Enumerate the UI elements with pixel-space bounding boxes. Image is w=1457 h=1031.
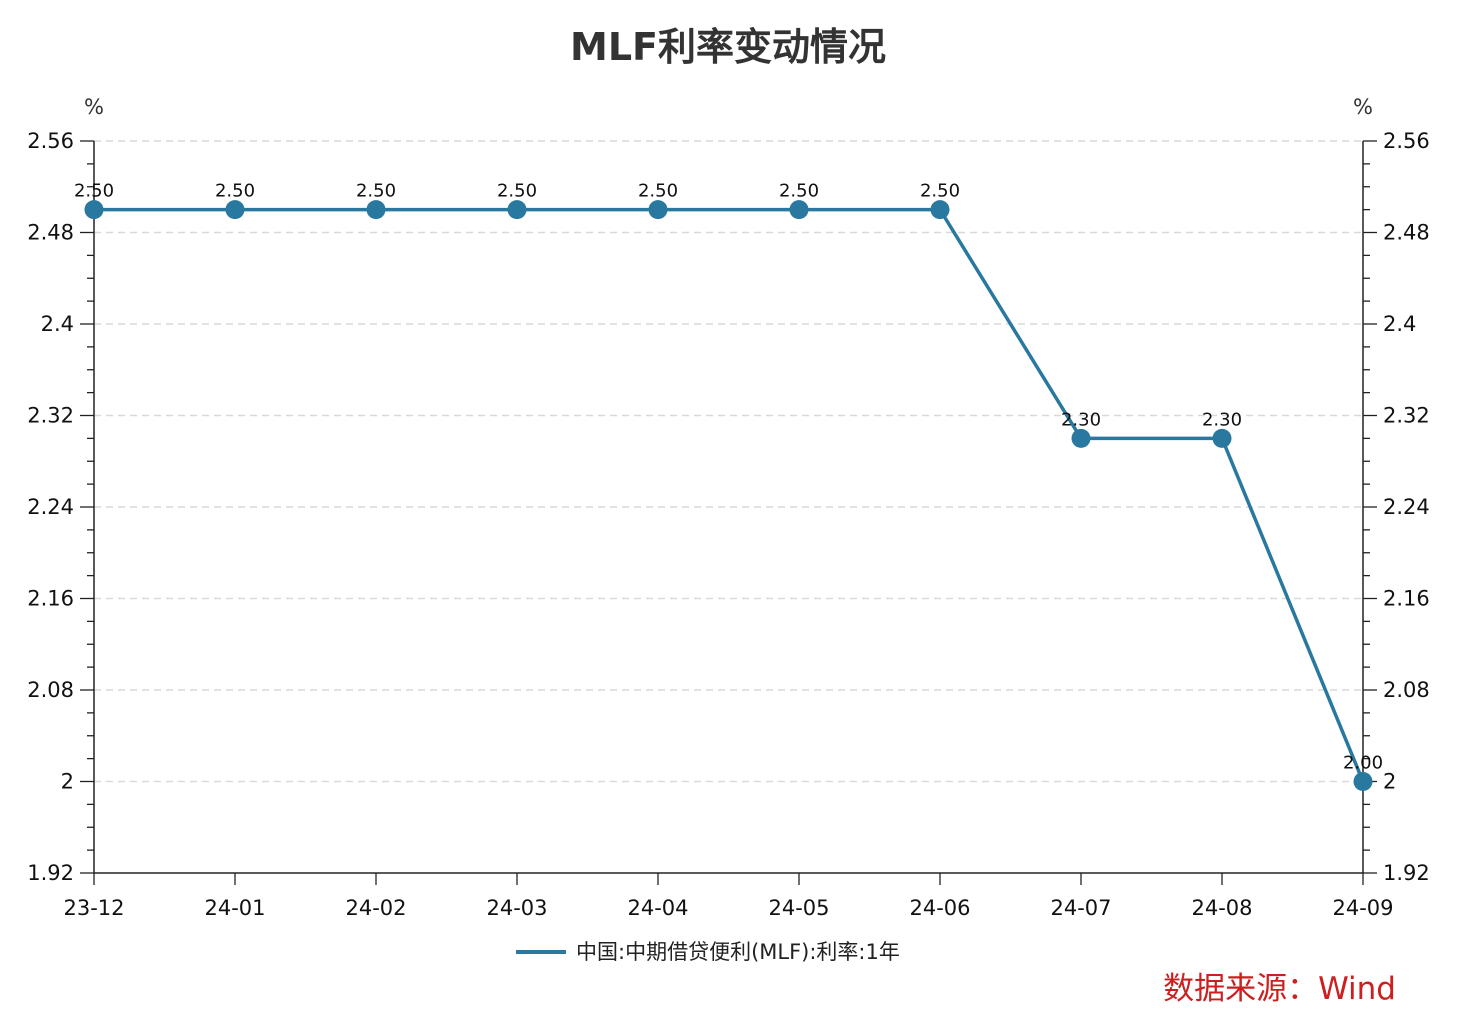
data-label: 2.50 xyxy=(638,181,678,202)
x-tick-label: 24-05 xyxy=(768,896,829,920)
y-tick-label-right: 2.56 xyxy=(1383,129,1430,153)
axes xyxy=(93,141,1364,874)
x-tick-label: 24-04 xyxy=(627,896,688,920)
y-tick-label-left: 2.48 xyxy=(27,221,74,245)
x-tick-label: 24-01 xyxy=(204,896,265,920)
y-tick-label-left: 2.24 xyxy=(27,495,74,519)
y-tick-label-left: 2 xyxy=(61,770,74,794)
grid-lines xyxy=(94,140,1363,783)
y-tick-label-left: 2.32 xyxy=(27,404,74,428)
y-ticks-right: 1.92 2 2.08 2.16 2.24 2.32 2.4 2.48 2.56 xyxy=(1363,129,1430,885)
data-label: 2.00 xyxy=(1343,753,1383,774)
data-point xyxy=(789,200,809,220)
y-axis-unit-right: % xyxy=(1353,95,1373,119)
legend-label: 中国:中期借贷便利(MLF):利率:1年 xyxy=(576,940,900,964)
data-label: 2.30 xyxy=(1202,409,1242,430)
data-point xyxy=(1212,428,1232,448)
y-tick-label-left: 2.4 xyxy=(41,312,74,336)
series-mlf-1y: 2.50 2.50 2.50 2.50 2.50 2.50 2.50 2.30 2.30 2.00 xyxy=(74,181,1383,791)
data-point xyxy=(225,200,245,220)
y-tick-label-right: 2 xyxy=(1383,770,1396,794)
y-tick-label-right: 2.4 xyxy=(1383,312,1416,336)
y-tick-label-right: 2.08 xyxy=(1383,678,1430,702)
y-tick-label-left: 2.16 xyxy=(27,587,74,611)
data-point xyxy=(507,200,527,220)
y-tick-label-right: 2.24 xyxy=(1383,495,1430,519)
data-label: 2.50 xyxy=(356,181,396,202)
y-ticks-left: 1.92 2 2.08 2.16 2.24 2.32 2.4 2.48 2.56 xyxy=(27,129,94,885)
x-tick-label: 24-03 xyxy=(486,896,547,920)
data-label: 2.50 xyxy=(779,181,819,202)
x-tick-label: 24-07 xyxy=(1050,896,1111,920)
data-point xyxy=(648,200,668,220)
legend[interactable]: 中国:中期借贷便利(MLF):利率:1年 xyxy=(516,940,900,964)
y-tick-label-right: 1.92 xyxy=(1383,861,1430,885)
y-tick-label-right: 2.48 xyxy=(1383,221,1430,245)
data-label: 2.50 xyxy=(215,181,255,202)
series-line xyxy=(94,207,1365,783)
y-tick-label-left: 2.08 xyxy=(27,678,74,702)
y-axis-unit-left: % xyxy=(84,95,104,119)
x-tick-label: 23-12 xyxy=(63,896,124,920)
x-tick-label: 24-06 xyxy=(909,896,970,920)
data-point xyxy=(1071,428,1091,448)
data-point xyxy=(930,200,950,220)
y-tick-label-left: 2.56 xyxy=(27,129,74,153)
y-tick-label-right: 2.32 xyxy=(1383,404,1430,428)
x-tick-label: 24-02 xyxy=(345,896,406,920)
x-tick-label: 24-09 xyxy=(1332,896,1393,920)
data-label: 2.30 xyxy=(1061,409,1101,430)
y-tick-label-left: 1.92 xyxy=(27,861,74,885)
data-label: 2.50 xyxy=(497,181,537,202)
x-tick-label: 24-08 xyxy=(1191,896,1252,920)
data-point xyxy=(84,200,104,220)
chart-title: MLF利率变动情况 xyxy=(570,25,886,69)
x-ticks: 23-12 24-01 24-02 24-03 24-04 24-05 24-06 24-07… xyxy=(63,873,1394,920)
y-tick-label-right: 2.16 xyxy=(1383,587,1430,611)
data-point xyxy=(366,200,386,220)
data-label: 2.50 xyxy=(920,181,960,202)
data-point xyxy=(1353,772,1373,791)
data-source-note: 数据来源：Wind xyxy=(1163,971,1396,1007)
data-label: 2.50 xyxy=(74,181,114,202)
